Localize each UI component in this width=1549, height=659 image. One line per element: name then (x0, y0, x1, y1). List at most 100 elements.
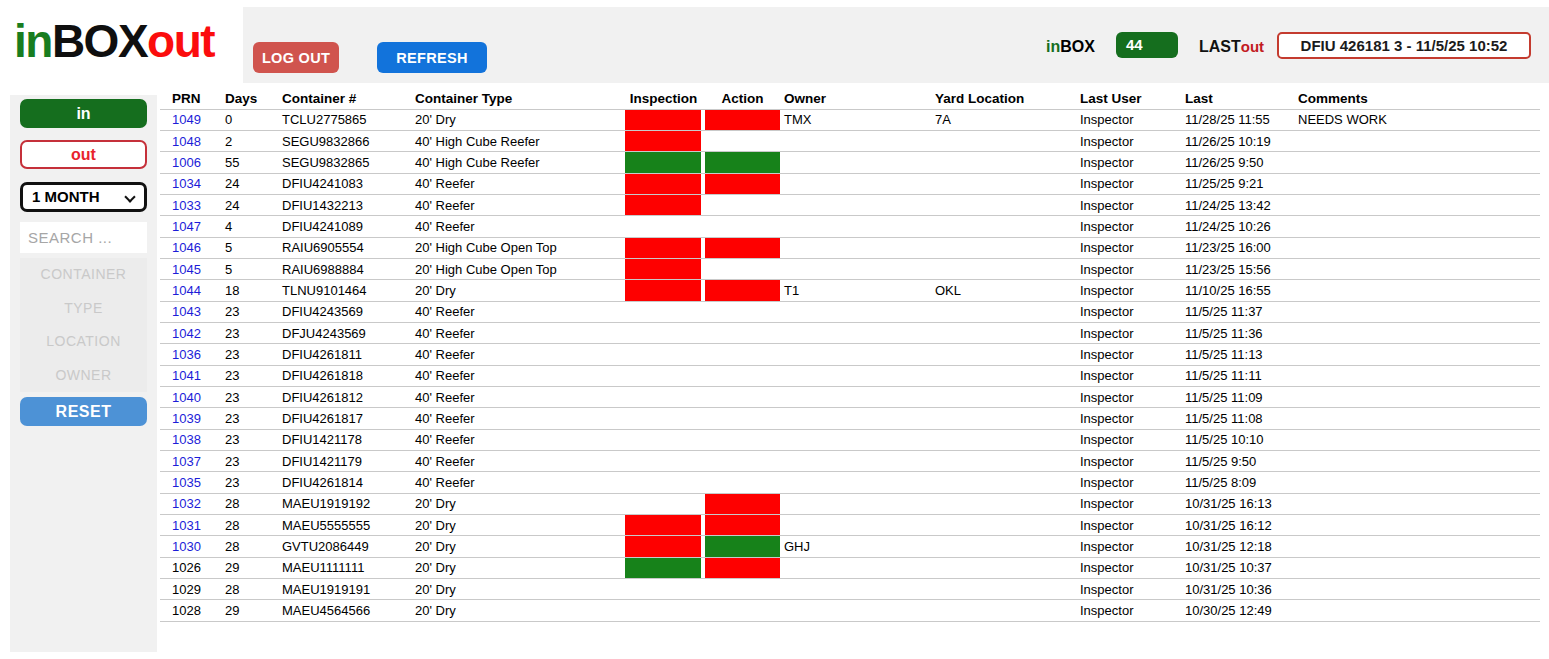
prn-link: 1044 (160, 280, 213, 301)
column-header-container: Container # (270, 88, 403, 109)
container-type-cell: 20' High Cube Open Top (403, 258, 623, 279)
inspection-status-green-block[interactable] (625, 558, 701, 578)
comments-cell (1295, 600, 1540, 621)
container-number-cell: RAIU6905554 (270, 237, 403, 258)
inspection-status-cell (623, 579, 704, 600)
inspection-status-red-block[interactable] (625, 280, 701, 300)
owner-cell (781, 216, 932, 237)
period-select[interactable]: 1 MONTH (20, 182, 147, 212)
prn-link[interactable]: 1045 (172, 262, 201, 277)
prn-link[interactable]: 1006 (172, 155, 201, 170)
days-cell: 5 (213, 258, 270, 279)
prn-link[interactable]: 1030 (172, 539, 201, 554)
prn-text: 1026 (160, 557, 213, 578)
prn-link[interactable]: 1039 (172, 411, 201, 426)
last-timestamp-cell: 11/5/25 11:11 (1182, 365, 1295, 386)
container-number-cell: DFJU4243569 (270, 322, 403, 343)
prn-link: 1046 (160, 237, 213, 258)
action-status-red-block[interactable] (705, 280, 780, 300)
action-status-red-block[interactable] (705, 515, 780, 535)
table-row: 102928MAEU191919120' DryInspector10/31/2… (160, 579, 1540, 600)
prn-link[interactable]: 1032 (172, 496, 201, 511)
prn-link[interactable]: 1036 (172, 347, 201, 362)
container-type-cell: 40' Reefer (403, 472, 623, 493)
inspection-status-red-block[interactable] (625, 536, 701, 556)
prn-link[interactable]: 1033 (172, 198, 201, 213)
prn-link: 1041 (160, 365, 213, 386)
prn-link[interactable]: 1044 (172, 283, 201, 298)
last-user-cell: Inspector (1077, 173, 1182, 194)
action-status-cell (704, 579, 781, 600)
in-filter-button[interactable]: in (20, 99, 147, 128)
inspection-status-red-block[interactable] (625, 259, 701, 279)
prn-link[interactable]: 1040 (172, 390, 201, 405)
prn-link[interactable]: 1041 (172, 368, 201, 383)
action-status-red-block[interactable] (705, 174, 780, 194)
action-status-cell (704, 429, 781, 450)
action-status-cell (704, 557, 781, 578)
prn-link[interactable]: 1046 (172, 240, 201, 255)
action-status-red-block[interactable] (705, 110, 780, 130)
yard-location-cell (932, 515, 1077, 536)
prn-link[interactable]: 1042 (172, 326, 201, 341)
inspection-status-cell (623, 152, 704, 173)
prn-link[interactable]: 1031 (172, 518, 201, 533)
action-status-green-block[interactable] (705, 536, 780, 556)
reset-button[interactable]: RESET (20, 397, 147, 426)
log-out-button[interactable]: LOG OUT (253, 42, 339, 73)
owner-cell (781, 173, 932, 194)
inspection-status-red-block[interactable] (625, 131, 701, 151)
action-status-red-block[interactable] (705, 558, 780, 578)
owner-cell: T1 (781, 280, 932, 301)
owner-cell (781, 408, 932, 429)
inspection-status-red-block[interactable] (625, 238, 701, 258)
column-header-days: Days (213, 88, 270, 109)
last-timestamp-cell: 11/5/25 9:50 (1182, 451, 1295, 472)
out-filter-button[interactable]: out (20, 140, 147, 169)
search-input[interactable] (20, 222, 147, 253)
last-timestamp-cell: 10/31/25 12:18 (1182, 536, 1295, 557)
inspection-status-red-block[interactable] (625, 515, 701, 535)
prn-link[interactable]: 1043 (172, 304, 201, 319)
container-number-cell: RAIU6988884 (270, 258, 403, 279)
owner-cell (781, 365, 932, 386)
prn-link[interactable]: 1047 (172, 219, 201, 234)
inspection-status-cell (623, 216, 704, 237)
column-header-inspection: Inspection (623, 88, 704, 109)
yard-location-cell (932, 258, 1077, 279)
prn-link[interactable]: 1049 (172, 112, 201, 127)
table-row: 10482SEGU983286640' High Cube ReeferInsp… (160, 130, 1540, 151)
owner-cell (781, 579, 932, 600)
action-status-green-block[interactable] (705, 152, 780, 172)
last-user-cell: Inspector (1077, 365, 1182, 386)
yard-location-cell (932, 536, 1077, 557)
prn-link[interactable]: 1035 (172, 475, 201, 490)
owner-cell (781, 130, 932, 151)
inspection-status-red-block[interactable] (625, 110, 701, 130)
prn-link[interactable]: 1048 (172, 134, 201, 149)
column-header-action: Action (704, 88, 781, 109)
inspection-status-red-block[interactable] (625, 195, 701, 215)
container-number-cell: DFIU4261812 (270, 386, 403, 407)
action-status-red-block[interactable] (705, 238, 780, 258)
last-timestamp-cell: 11/25/25 9:21 (1182, 173, 1295, 194)
inspection-status-red-block[interactable] (625, 174, 701, 194)
refresh-button[interactable]: REFRESH (377, 42, 487, 73)
yard-location-cell (932, 173, 1077, 194)
inbox-label-box: BOX (1060, 38, 1095, 55)
days-cell: 0 (213, 109, 270, 130)
action-status-cell (704, 130, 781, 151)
table-row: 104023DFIU426181240' ReeferInspector11/5… (160, 386, 1540, 407)
yard-location-cell: OKL (932, 280, 1077, 301)
prn-link[interactable]: 1037 (172, 454, 201, 469)
container-number-cell: MAEU1919192 (270, 493, 403, 514)
inspection-status-green-block[interactable] (625, 152, 701, 172)
prn-link[interactable]: 1038 (172, 432, 201, 447)
last-timestamp-cell: 11/5/25 10:10 (1182, 429, 1295, 450)
table-row: 103823DFIU142117840' ReeferInspector11/5… (160, 429, 1540, 450)
action-status-red-block[interactable] (705, 494, 780, 514)
inspection-status-cell (623, 365, 704, 386)
prn-link[interactable]: 1034 (172, 176, 201, 191)
action-status-cell (704, 408, 781, 429)
container-number-cell: MAEU4564566 (270, 600, 403, 621)
